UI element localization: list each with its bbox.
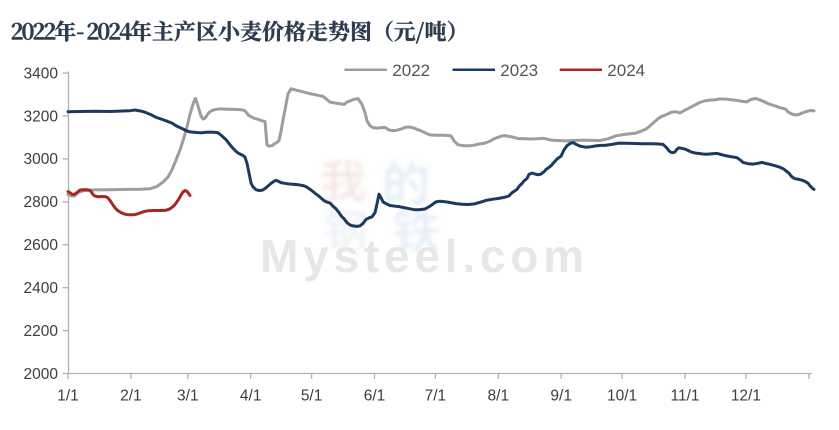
svg-text:1/1: 1/1 xyxy=(57,388,79,405)
svg-text:2000: 2000 xyxy=(24,366,59,383)
svg-text:3000: 3000 xyxy=(24,151,59,168)
svg-text:3/1: 3/1 xyxy=(177,388,199,405)
svg-text:2024: 2024 xyxy=(607,61,645,80)
svg-text:8/1: 8/1 xyxy=(488,388,510,405)
svg-text:11/1: 11/1 xyxy=(670,388,699,405)
svg-text:7/1: 7/1 xyxy=(425,388,447,405)
svg-text:5/1: 5/1 xyxy=(301,388,323,405)
svg-text:2023: 2023 xyxy=(500,61,538,80)
svg-text:3200: 3200 xyxy=(24,108,59,125)
svg-text:2600: 2600 xyxy=(24,237,59,254)
svg-text:12/1: 12/1 xyxy=(731,388,761,405)
svg-text:2/1: 2/1 xyxy=(120,388,142,405)
svg-text:2800: 2800 xyxy=(24,194,59,211)
svg-text:6/1: 6/1 xyxy=(364,388,386,405)
svg-text:2200: 2200 xyxy=(24,323,59,340)
svg-text:9/1: 9/1 xyxy=(550,388,572,405)
svg-text:2022: 2022 xyxy=(392,61,430,80)
svg-text:4/1: 4/1 xyxy=(240,388,262,405)
svg-text:Mysteel.com: Mysteel.com xyxy=(260,230,589,282)
svg-text:10/1: 10/1 xyxy=(607,388,637,405)
svg-text:3400: 3400 xyxy=(24,65,59,82)
svg-text:2400: 2400 xyxy=(24,280,59,297)
